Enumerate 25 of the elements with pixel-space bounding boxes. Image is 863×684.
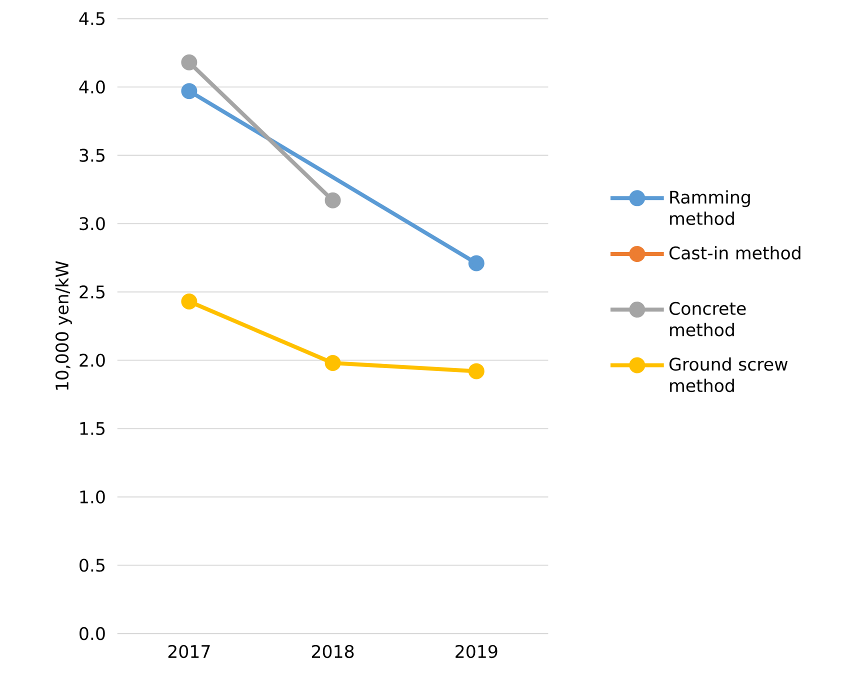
y-tick-label: 2.5	[80, 285, 104, 298]
y-tick-label: 3.5	[80, 148, 104, 162]
point	[181, 293, 198, 310]
legend-label: Cast-in method	[670, 246, 800, 260]
legend-label: Ground screw method	[670, 357, 788, 392]
point	[324, 192, 341, 208]
y-axis-title: 10,000 yen/kW	[55, 261, 72, 390]
legend-label: Ramming method	[670, 190, 750, 225]
y-tick-label: 1.5	[80, 422, 104, 435]
y-tick-label: 4.5	[79, 12, 104, 25]
point	[468, 363, 484, 380]
y-tick-label: 3.0	[80, 216, 105, 230]
point	[324, 354, 341, 371]
point	[181, 54, 198, 70]
y-tick-label: 2.0	[80, 354, 105, 367]
y-tick-label: 0.5	[80, 558, 104, 572]
x-tick-label: 2019	[456, 644, 498, 658]
point	[181, 82, 198, 99]
y-tick-label: 1.0	[80, 490, 105, 504]
y-tick-label: 4.0	[79, 80, 105, 94]
legend-label: Concrete method	[670, 302, 746, 336]
x-tick-label: 2018	[312, 644, 354, 658]
x-tick-label: 2017	[168, 644, 210, 658]
point	[468, 255, 484, 272]
y-tick-label: 0.0	[80, 626, 105, 640]
